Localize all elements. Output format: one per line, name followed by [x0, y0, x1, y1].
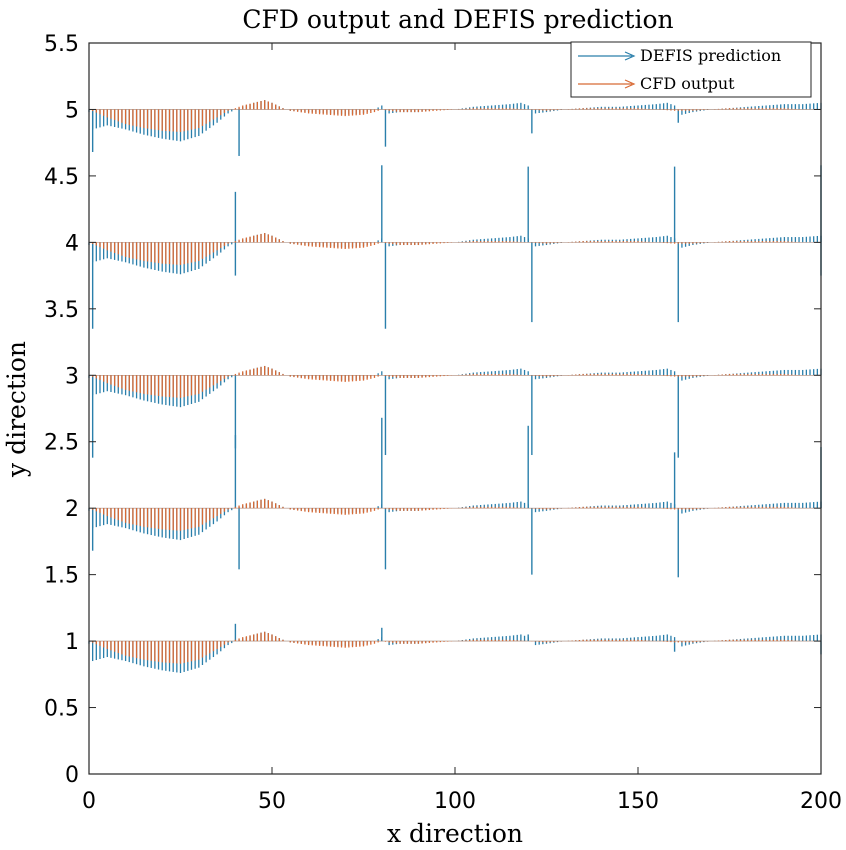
- legend-label-defis: DEFIS prediction: [640, 46, 781, 65]
- y-tick-label: 0: [65, 763, 79, 788]
- x-tick-label: 50: [258, 789, 286, 814]
- y-tick-label: 4: [65, 231, 79, 256]
- y-axis: 0 0.5 1 1.5 2 2.5 3 3.5 4 4.5 5 5.5: [44, 32, 821, 788]
- y-tick-label: 4.5: [44, 165, 79, 190]
- y-tick-label: 1: [65, 630, 79, 655]
- y-tick-label: 5.5: [44, 32, 79, 57]
- y-tick-label: 1.5: [44, 564, 79, 589]
- legend-arrowhead-cfd: [624, 79, 636, 89]
- legend-box: [570, 41, 812, 98]
- y-tick-label: 3.5: [44, 298, 79, 323]
- x-axis-label: x direction: [387, 819, 523, 848]
- legend: DEFIS prediction CFD output: [570, 41, 812, 98]
- x-axis: 0 50 100 150 200: [82, 43, 842, 814]
- x-tick-label: 200: [800, 789, 842, 814]
- x-tick-label: 100: [434, 789, 476, 814]
- y-tick-label: 2: [65, 497, 79, 522]
- y-tick-label: 3: [65, 364, 79, 389]
- y-tick-label: 2.5: [44, 431, 79, 456]
- vector-field: [88, 100, 822, 673]
- legend-item-defis: DEFIS prediction: [578, 46, 781, 65]
- x-tick-label: 150: [617, 789, 659, 814]
- x-tick-label: 0: [82, 789, 96, 814]
- legend-label-cfd: CFD output: [640, 74, 735, 93]
- legend-item-cfd: CFD output: [578, 74, 735, 93]
- chart-title: CFD output and DEFIS prediction: [242, 5, 673, 34]
- y-tick-label: 0.5: [44, 697, 79, 722]
- legend-arrowhead-defis: [624, 51, 636, 61]
- y-axis-label: y direction: [2, 341, 31, 478]
- y-tick-label: 5: [65, 98, 79, 123]
